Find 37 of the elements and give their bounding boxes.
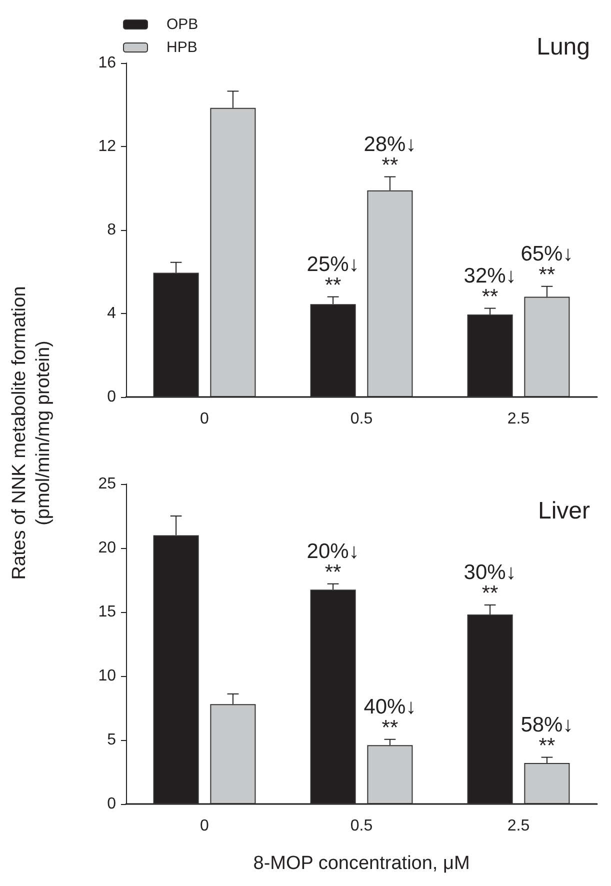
- annotation: 25%↓ **: [306, 252, 360, 297]
- y-tick-label: 20: [98, 540, 116, 556]
- y-tick-label: 0: [107, 388, 116, 406]
- x-tick-label: 0.5: [350, 410, 373, 428]
- y-tick-label: 8: [107, 222, 116, 238]
- y-tick-label: 4: [107, 305, 116, 322]
- annotation: 58%↓ **: [520, 713, 574, 758]
- bar: [524, 296, 570, 397]
- annotation: 28%↓ **: [364, 132, 416, 177]
- annotation: 32%↓ **: [464, 264, 516, 308]
- y-tick-label: 5: [107, 732, 116, 748]
- bar: [367, 190, 413, 397]
- x-tick-label: 2.5: [507, 410, 530, 428]
- bar: [210, 704, 256, 804]
- bar: [524, 763, 570, 804]
- y-tick-label: 25: [98, 476, 116, 492]
- text: Liver: [538, 498, 590, 524]
- y-tick-label: 15: [98, 604, 116, 620]
- x-tick-label: 0.5: [350, 818, 373, 834]
- y-tick-label: 0: [107, 796, 116, 812]
- x-tick-label: 2.5: [507, 818, 530, 834]
- y-tick-label: 12: [98, 138, 116, 155]
- chart-title: Lung: [536, 34, 590, 60]
- annotation: 65%↓ **: [520, 242, 574, 286]
- y-tick-label: 16: [98, 54, 116, 72]
- x-tick-label: 0: [200, 410, 210, 428]
- y-tick-label: 10: [98, 668, 116, 684]
- bar: [367, 745, 413, 804]
- bar: [210, 108, 256, 397]
- x-tick-label: 0: [200, 818, 210, 834]
- y-axis-title: Rates of NNK metabolite formation (pmol/min/mg protein): [8, 285, 55, 582]
- annotation: 30%↓ **: [464, 560, 516, 605]
- legend-label: OPB: [166, 16, 198, 33]
- annotation: 40%↓ **: [364, 695, 416, 740]
- x-axis-title: 8-MOP concentration, μM: [253, 853, 470, 874]
- legend-label: HPB: [166, 39, 198, 56]
- annotation: 20%↓ **: [306, 540, 360, 584]
